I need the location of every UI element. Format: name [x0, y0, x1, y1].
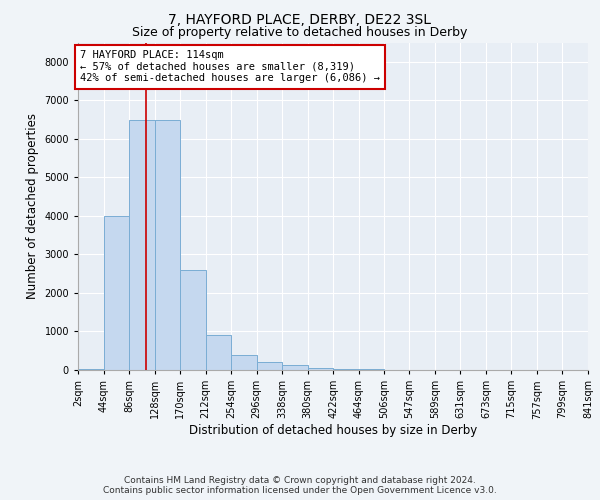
Bar — [308, 368, 334, 370]
X-axis label: Distribution of detached houses by size in Derby: Distribution of detached houses by size … — [189, 424, 477, 437]
Y-axis label: Number of detached properties: Number of detached properties — [26, 114, 39, 299]
Text: Size of property relative to detached houses in Derby: Size of property relative to detached ho… — [133, 26, 467, 39]
Text: Contains HM Land Registry data © Crown copyright and database right 2024.
Contai: Contains HM Land Registry data © Crown c… — [103, 476, 497, 495]
Bar — [257, 362, 282, 370]
Bar — [78, 369, 104, 370]
Bar — [282, 365, 308, 370]
Text: 7 HAYFORD PLACE: 114sqm
← 57% of detached houses are smaller (8,319)
42% of semi: 7 HAYFORD PLACE: 114sqm ← 57% of detache… — [80, 50, 380, 84]
Bar — [206, 336, 231, 370]
Text: 7, HAYFORD PLACE, DERBY, DE22 3SL: 7, HAYFORD PLACE, DERBY, DE22 3SL — [169, 12, 431, 26]
Bar — [231, 354, 257, 370]
Bar — [334, 369, 359, 370]
Bar — [180, 270, 206, 370]
Bar — [104, 216, 129, 370]
Bar — [129, 120, 155, 370]
Bar — [155, 120, 180, 370]
